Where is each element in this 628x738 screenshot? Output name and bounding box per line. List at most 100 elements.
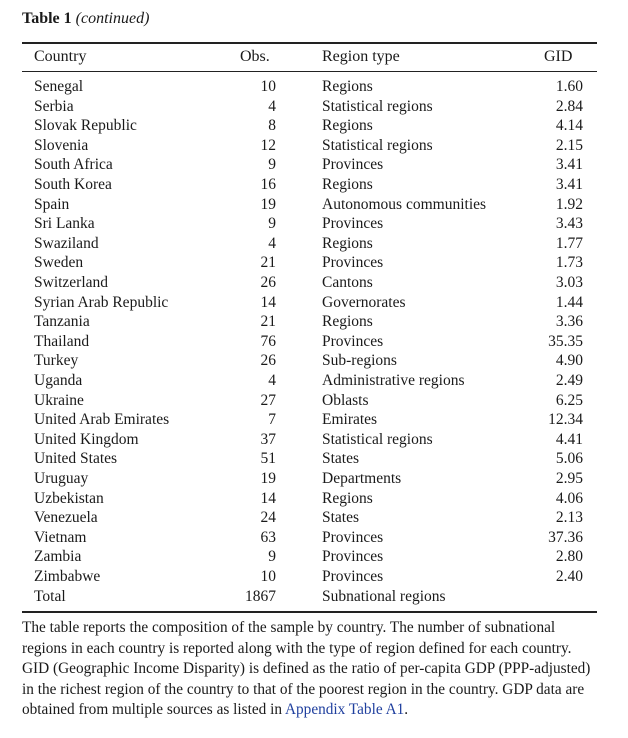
cell-region-type: Statistical regions bbox=[322, 136, 433, 154]
cell-gid: 4.06 bbox=[555, 489, 583, 507]
cell-country: Total bbox=[34, 587, 66, 605]
table-row: Spain 19 Autonomous communities 1.92 bbox=[0, 195, 628, 215]
cell-gid: 35.35 bbox=[548, 332, 583, 350]
cell-country: Sweden bbox=[34, 254, 84, 272]
cell-country: Switzerland bbox=[34, 274, 109, 291]
note-end: . bbox=[404, 701, 409, 718]
table-row: Slovenia 12 Statistical regions 2.15 bbox=[0, 136, 628, 156]
cell-obs: 51 bbox=[260, 450, 277, 468]
cell-gid: 1.73 bbox=[555, 254, 583, 272]
cell-region-type: Regions bbox=[322, 117, 373, 135]
cell-region-type: Provinces bbox=[322, 568, 384, 585]
cell-obs: 76 bbox=[260, 332, 277, 350]
cell-country: United Kingdom bbox=[34, 430, 139, 448]
cell-obs: 21 bbox=[260, 254, 277, 272]
cell-country: Thailand bbox=[34, 332, 90, 350]
cell-country: United Arab Emirates bbox=[34, 411, 170, 429]
cell-country: Ukraine bbox=[34, 391, 84, 409]
cell-country: Serbia bbox=[34, 97, 74, 115]
table-row: Uzbekistan 14 Regions 4.06 bbox=[0, 489, 628, 509]
header-obs: Obs. bbox=[240, 48, 270, 65]
cell-gid: 2.13 bbox=[555, 509, 583, 527]
cell-gid: 2.15 bbox=[555, 136, 583, 154]
cell-country: Zambia bbox=[34, 548, 82, 566]
cell-region-type: Provinces bbox=[322, 528, 384, 546]
header-country: Country bbox=[34, 48, 87, 65]
cell-country: Slovak Republic bbox=[34, 117, 137, 135]
cell-obs: 4 bbox=[268, 97, 276, 115]
cell-region-type: Departments bbox=[322, 470, 402, 487]
cell-region-type: Provinces bbox=[322, 332, 384, 350]
table-row: Tanzania 21 Regions 3.36 bbox=[0, 312, 628, 332]
table-row: Sri Lanka 9 Provinces 3.43 bbox=[0, 214, 628, 234]
cell-gid: 3.41 bbox=[555, 176, 583, 193]
cell-region-type: States bbox=[322, 450, 360, 468]
table-row: Syrian Arab Republic 14 Governorates 1.44 bbox=[0, 293, 628, 313]
cell-region-type: Regions bbox=[322, 489, 373, 507]
table-row: Vietnam 63 Provinces 37.36 bbox=[0, 528, 628, 548]
cell-obs: 63 bbox=[260, 528, 277, 546]
cell-region-type: Regions bbox=[322, 78, 373, 95]
cell-obs: 26 bbox=[260, 352, 277, 370]
cell-country: United States bbox=[34, 450, 118, 468]
cell-country: Uganda bbox=[34, 372, 83, 389]
cell-region-type: Statistical regions bbox=[322, 430, 433, 448]
cell-region-type: Oblasts bbox=[322, 391, 369, 409]
cell-gid: 6.25 bbox=[555, 391, 583, 409]
cell-gid: 3.43 bbox=[555, 215, 583, 233]
cell-gid: 5.06 bbox=[555, 450, 583, 468]
cell-region-type: Provinces bbox=[322, 156, 384, 174]
table-row: United States 51 States 5.06 bbox=[0, 449, 628, 469]
table-row: Turkey 26 Sub-regions 4.90 bbox=[0, 351, 628, 371]
cell-obs: 1867 bbox=[245, 587, 276, 605]
table-row: Uruguay 19 Departments 2.95 bbox=[0, 469, 628, 489]
cell-region-type: Provinces bbox=[322, 215, 384, 233]
cell-gid: 2.40 bbox=[555, 568, 583, 585]
cell-obs: 16 bbox=[260, 176, 277, 193]
table-note: The table reports the composition of the… bbox=[22, 618, 602, 721]
cell-gid: 3.36 bbox=[555, 313, 583, 331]
cell-gid: 4.41 bbox=[555, 430, 583, 448]
table-label: Table 1 bbox=[22, 10, 72, 27]
cell-region-type: Subnational regions bbox=[322, 587, 446, 605]
cell-obs: 10 bbox=[260, 568, 277, 585]
table-row: Sweden 21 Provinces 1.73 bbox=[0, 253, 628, 273]
header-gid: GID bbox=[544, 48, 573, 65]
cell-obs: 9 bbox=[268, 548, 276, 566]
cell-country: Tanzania bbox=[34, 313, 90, 331]
table-row: Slovak Republic 8 Regions 4.14 bbox=[0, 116, 628, 136]
cell-obs: 37 bbox=[260, 430, 277, 448]
cell-obs: 21 bbox=[260, 313, 277, 331]
cell-obs: 4 bbox=[268, 234, 276, 252]
header-region-type: Region type bbox=[322, 48, 400, 65]
cell-gid: 2.95 bbox=[555, 470, 583, 487]
cell-region-type: Cantons bbox=[322, 274, 373, 291]
table-row: Senegal 10 Regions 1.60 bbox=[0, 77, 628, 97]
cell-gid: 2.80 bbox=[555, 548, 583, 566]
table-total-row: Total 1867 Subnational regions bbox=[0, 587, 628, 607]
header-rule bbox=[22, 71, 597, 72]
cell-region-type: Autonomous communities bbox=[322, 195, 487, 213]
table-row: Zimbabwe 10 Provinces 2.40 bbox=[0, 567, 628, 587]
cell-region-type: Regions bbox=[322, 313, 373, 331]
cell-region-type: Provinces bbox=[322, 254, 384, 272]
cell-obs: 26 bbox=[260, 274, 277, 291]
cell-region-type: Regions bbox=[322, 234, 373, 252]
table-row: Serbia 4 Statistical regions 2.84 bbox=[0, 97, 628, 117]
cell-country: Slovenia bbox=[34, 136, 89, 154]
cell-obs: 14 bbox=[260, 293, 277, 311]
cell-country: Sri Lanka bbox=[34, 215, 95, 233]
cell-gid: 1.60 bbox=[555, 78, 583, 95]
cell-country: Venezuela bbox=[34, 509, 98, 527]
table-row: Switzerland 26 Cantons 3.03 bbox=[0, 273, 628, 293]
table-row: South Africa 9 Provinces 3.41 bbox=[0, 155, 628, 175]
table-row: United Kingdom 37 Statistical regions 4.41 bbox=[0, 430, 628, 450]
cell-region-type: Governorates bbox=[322, 293, 406, 311]
cell-obs: 14 bbox=[260, 489, 277, 507]
cell-region-type: Provinces bbox=[322, 548, 384, 566]
cell-obs: 12 bbox=[260, 136, 277, 154]
appendix-link[interactable]: Appendix Table A1 bbox=[284, 701, 405, 718]
table-row: Venezuela 24 States 2.13 bbox=[0, 508, 628, 528]
cell-country: Swaziland bbox=[34, 234, 99, 252]
note-text: The table reports the composition of the… bbox=[22, 619, 591, 718]
